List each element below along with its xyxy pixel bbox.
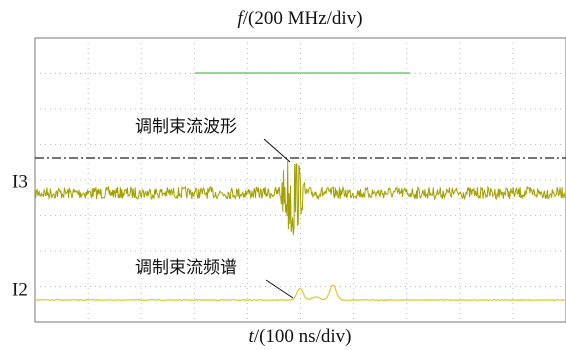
- channel-label: I2: [12, 279, 28, 300]
- top-label: f/(200 MHz/div): [237, 8, 362, 29]
- scope-screen: f/(200 MHz/div) t/(100 ns/div) I3 I2 调制束…: [0, 0, 566, 350]
- annotation: 调制束流波形: [135, 117, 237, 137]
- bottom-label: t/(100 ns/div): [249, 326, 352, 347]
- channel-label: I3: [12, 171, 28, 192]
- annotation: 调制束流频谱: [135, 258, 237, 278]
